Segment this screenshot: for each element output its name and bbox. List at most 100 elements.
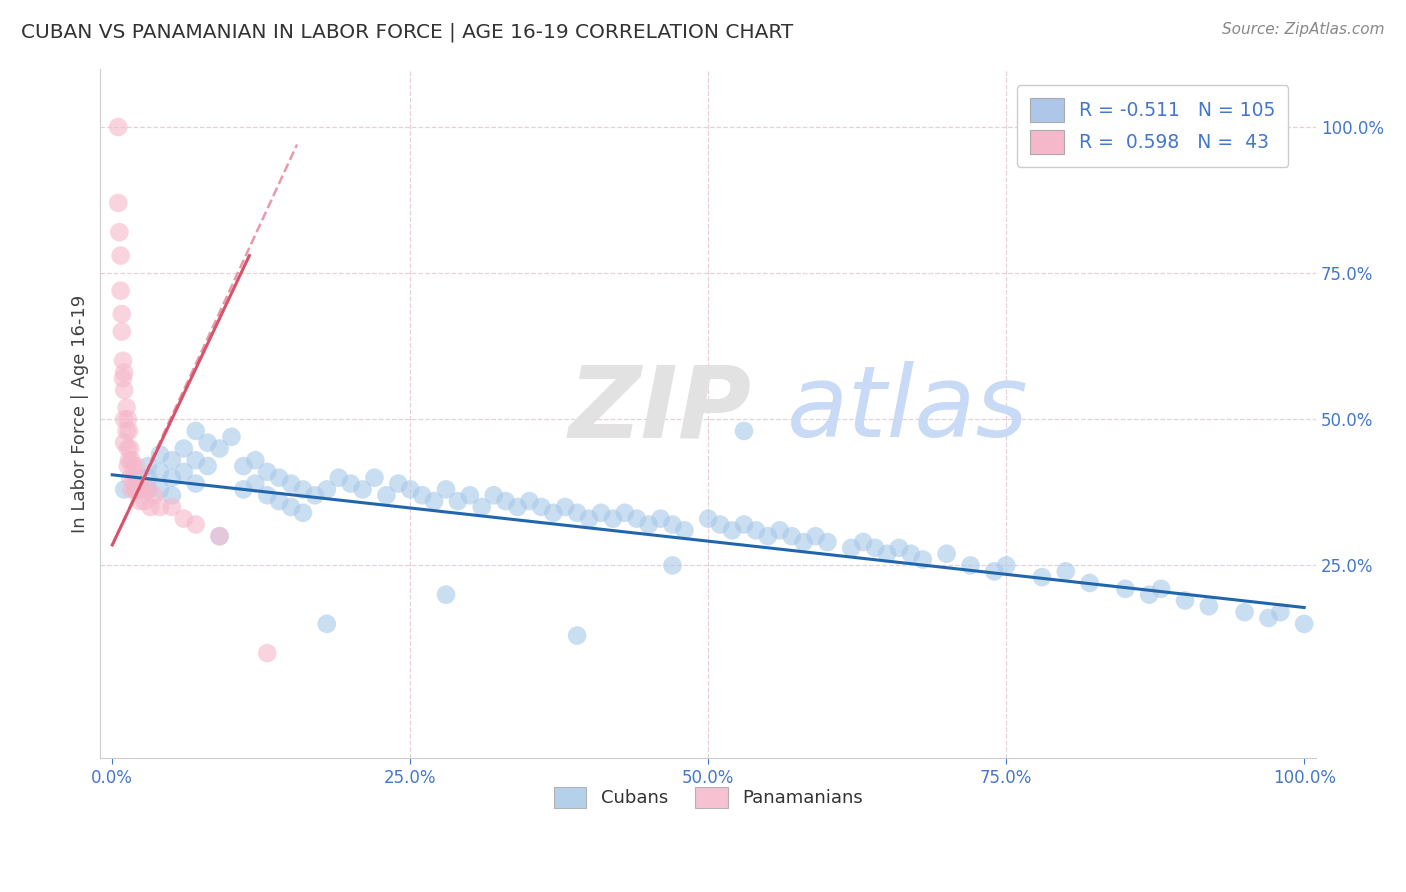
Point [269, 494, 291, 508]
Point [125, 483, 148, 497]
Point [232, 483, 254, 497]
Point [173, 465, 195, 479]
Point [111, 371, 134, 385]
Point [315, 483, 337, 497]
Point [482, 488, 505, 502]
Point [434, 483, 457, 497]
Point [900, 547, 922, 561]
Point [1294, 616, 1316, 631]
Point [543, 506, 565, 520]
Point [245, 453, 267, 467]
Point [127, 471, 149, 485]
Point [256, 646, 278, 660]
Point [197, 458, 219, 473]
Point [1114, 582, 1136, 596]
Point [411, 488, 433, 502]
Point [208, 529, 231, 543]
Point [650, 511, 672, 525]
Point [232, 458, 254, 473]
Point [221, 430, 243, 444]
Point [565, 506, 588, 520]
Legend: Cubans, Panamanians: Cubans, Panamanians [547, 780, 870, 815]
Point [184, 476, 207, 491]
Point [131, 483, 153, 497]
Point [136, 471, 159, 485]
Point [863, 541, 886, 555]
Point [804, 529, 827, 543]
Point [661, 517, 683, 532]
Point [122, 471, 145, 485]
Point [117, 458, 139, 473]
Point [506, 500, 529, 514]
Point [117, 412, 139, 426]
Point [780, 529, 803, 543]
Point [911, 552, 934, 566]
Point [256, 465, 278, 479]
Point [995, 558, 1018, 573]
Point [136, 458, 159, 473]
Text: atlas: atlas [787, 361, 1029, 458]
Point [613, 506, 636, 520]
Point [1233, 605, 1256, 619]
Point [733, 424, 755, 438]
Point [256, 488, 278, 502]
Point [447, 494, 470, 508]
Point [589, 506, 612, 520]
Point [554, 500, 576, 514]
Point [117, 442, 139, 456]
Point [120, 471, 142, 485]
Point [352, 483, 374, 497]
Point [1137, 588, 1160, 602]
Point [565, 629, 588, 643]
Point [387, 476, 409, 491]
Point [280, 476, 302, 491]
Point [111, 307, 134, 321]
Point [111, 325, 134, 339]
Point [149, 447, 172, 461]
Point [471, 500, 494, 514]
Point [769, 524, 792, 538]
Point [110, 249, 132, 263]
Point [120, 453, 142, 467]
Point [118, 453, 141, 467]
Point [208, 442, 231, 456]
Point [128, 494, 150, 508]
Point [637, 517, 659, 532]
Point [173, 511, 195, 525]
Point [852, 535, 875, 549]
Point [108, 225, 131, 239]
Point [184, 424, 207, 438]
Point [458, 488, 481, 502]
Point [107, 120, 129, 134]
Point [160, 453, 183, 467]
Point [184, 517, 207, 532]
Point [304, 488, 326, 502]
Point [120, 483, 142, 497]
Point [756, 529, 779, 543]
Point [983, 564, 1005, 578]
Point [143, 488, 166, 502]
Point [245, 476, 267, 491]
Point [839, 541, 862, 555]
Point [745, 524, 768, 538]
Point [721, 524, 744, 538]
Point [399, 483, 422, 497]
Point [530, 500, 553, 514]
Point [1078, 576, 1101, 591]
Point [793, 535, 815, 549]
Point [315, 616, 337, 631]
Point [280, 500, 302, 514]
Point [578, 511, 600, 525]
Point [1174, 593, 1197, 607]
Point [434, 588, 457, 602]
Point [125, 483, 148, 497]
Point [115, 424, 138, 438]
Point [269, 471, 291, 485]
Point [149, 500, 172, 514]
Point [118, 424, 141, 438]
Point [1054, 564, 1077, 578]
Point [626, 511, 648, 525]
Point [112, 412, 135, 426]
Point [887, 541, 910, 555]
Point [1150, 582, 1173, 596]
